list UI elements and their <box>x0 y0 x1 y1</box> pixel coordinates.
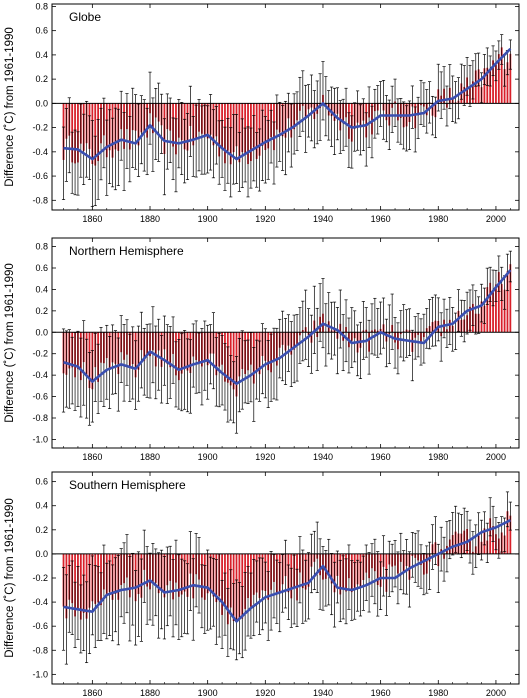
panel-title: Southern Hemisphere <box>69 478 186 492</box>
bar <box>492 60 494 104</box>
x-tick-label: 1940 <box>313 214 333 224</box>
panel-title: Northern Hemisphere <box>69 244 184 258</box>
bar <box>497 54 500 104</box>
chart-panel-1: 0.8 0.6 0.4 0.2 0.0 -0.2 -0.4 -0.6 -0.8 1860 1880 1… <box>4 1 520 224</box>
y-tick-label: 0.0 <box>35 98 48 108</box>
y-tick-label: 0.0 <box>35 327 48 337</box>
y-tick-label: -0.6 <box>32 621 48 631</box>
bar <box>509 515 512 554</box>
y-axis-label: Difference (˚C) from 1961-1990 <box>4 498 16 658</box>
x-tick-label: 1880 <box>140 214 160 224</box>
y-tick-label: -0.2 <box>32 573 48 583</box>
bar <box>489 69 492 104</box>
bar <box>497 272 500 333</box>
x-tick-label: 1960 <box>371 452 391 462</box>
y-tick-label: -1.0 <box>32 669 48 679</box>
panel-title: Globe <box>69 10 101 24</box>
y-tick-label: -1.0 <box>32 434 48 444</box>
y-tick-label: -0.8 <box>32 645 48 655</box>
x-tick-label: 1980 <box>428 214 448 224</box>
bar <box>506 511 509 554</box>
y-tick-label: 0.8 <box>35 242 48 252</box>
x-tick-label: 1960 <box>371 688 391 698</box>
bar <box>506 271 509 333</box>
bar <box>232 332 235 390</box>
y-tick-label: -0.4 <box>32 597 48 607</box>
bar <box>492 289 494 333</box>
x-tick-label: 1900 <box>198 688 218 698</box>
bar <box>483 68 486 104</box>
x-tick-label: 2000 <box>486 214 506 224</box>
bar <box>486 287 489 333</box>
chart-panel-2: 0.8 0.6 0.4 0.2 0.0 -0.2 -0.4 -0.6 -0.8 -1.0 1860 1… <box>4 237 520 462</box>
chart-panel-3: 0.6 0.4 0.2 0.0 -0.2 -0.4 -0.6 -0.8 -1.0 1860 1880… <box>4 471 520 698</box>
x-tick-label: 1880 <box>140 688 160 698</box>
bar <box>500 284 503 333</box>
x-tick-label: 1860 <box>82 688 102 698</box>
y-tick-label: 0.6 <box>35 477 48 487</box>
bar <box>489 282 492 333</box>
x-tick-label: 1920 <box>255 688 275 698</box>
x-tick-label: 1960 <box>371 214 391 224</box>
bar <box>503 289 506 333</box>
x-tick-label: 1900 <box>198 452 218 462</box>
bar <box>500 47 503 104</box>
y-axis-label: Difference (˚C) from 1961-1990 <box>4 263 16 423</box>
y-tick-label: 0.4 <box>35 50 48 60</box>
bar <box>509 53 512 104</box>
x-tick-label: 1860 <box>82 452 102 462</box>
x-tick-label: 1920 <box>255 214 275 224</box>
bar <box>477 69 480 104</box>
x-tick-label: 2000 <box>486 452 506 462</box>
y-tick-label: 0.2 <box>35 525 48 535</box>
bar <box>94 103 97 166</box>
smoothed-line <box>63 519 511 623</box>
x-tick-label: 2000 <box>486 688 506 698</box>
x-tick-label: 1940 <box>313 452 333 462</box>
smoothed-line <box>63 269 512 385</box>
x-tick-label: 1860 <box>82 214 102 224</box>
y-tick-label: 0.2 <box>35 306 48 316</box>
x-tick-label: 1920 <box>255 452 275 462</box>
x-tick-label: 1880 <box>140 452 160 462</box>
bar <box>474 70 477 104</box>
y-tick-label: -0.8 <box>32 413 48 423</box>
y-tick-label: -0.2 <box>32 123 48 133</box>
smoothed-line <box>63 47 512 161</box>
bar <box>506 62 509 104</box>
x-tick-label: 1980 <box>428 452 448 462</box>
plot-frame <box>51 3 520 211</box>
y-tick-label: -0.8 <box>32 195 48 205</box>
y-tick-label: 0.6 <box>35 263 48 273</box>
x-tick-label: 1940 <box>313 688 333 698</box>
bar <box>509 264 512 333</box>
y-tick-label: 0.0 <box>35 549 48 559</box>
y-tick-label: 0.6 <box>35 26 48 36</box>
y-tick-label: -0.6 <box>32 392 48 402</box>
y-tick-label: -0.4 <box>32 370 48 380</box>
x-tick-label: 1900 <box>198 214 218 224</box>
y-tick-label: -0.2 <box>32 349 48 359</box>
y-tick-label: -0.6 <box>32 171 48 181</box>
y-tick-label: 0.2 <box>35 74 48 84</box>
plot-frame <box>51 237 520 449</box>
y-tick-label: 0.4 <box>35 284 48 294</box>
x-tick-label: 1980 <box>428 688 448 698</box>
y-axis-label: Difference (˚C) from 1961-1990 <box>4 27 16 187</box>
y-tick-label: 0.8 <box>35 1 48 11</box>
bar <box>495 64 497 104</box>
y-tick-label: -0.4 <box>32 147 48 157</box>
bar <box>495 284 497 333</box>
bar <box>255 103 258 159</box>
y-tick-label: 0.4 <box>35 501 48 511</box>
